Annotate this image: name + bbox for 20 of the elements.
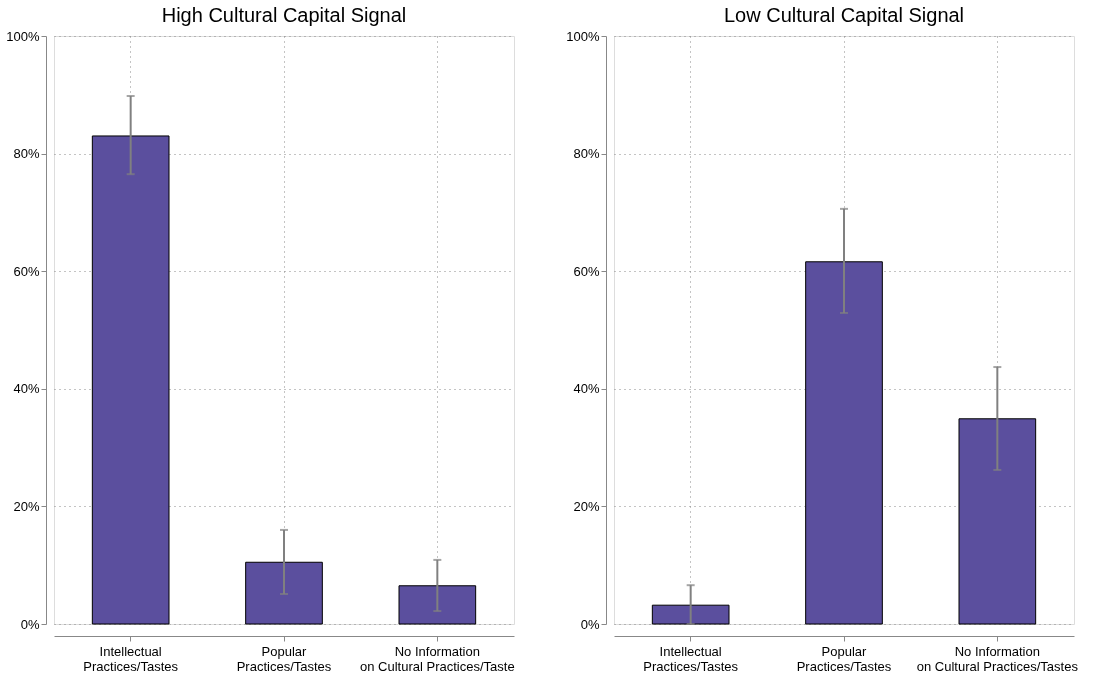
chart-title: High Cultural Capital Signal: [161, 4, 407, 26]
x-tick-label: Popular Practices/Tastes: [796, 643, 892, 674]
chart-title: Low Cultural Capital Signal: [723, 4, 965, 26]
y-tick-label: 60%: [13, 263, 40, 279]
y-tick-label: 40%: [573, 381, 600, 397]
y-tick-label: 20%: [573, 498, 600, 514]
y-tick-label: 0%: [580, 616, 600, 632]
x-tick-label: Intellectual Practices/Tastes: [643, 643, 739, 674]
x-tick-label: Popular Practices/Tastes: [236, 643, 332, 674]
x-tick-label: No Information on Cultural Practices/Tastes: [916, 643, 1079, 674]
y-tick-label: 60%: [573, 263, 600, 279]
y-tick-label: 20%: [13, 498, 40, 514]
x-tick-label: No Information on Cultural Practices/Taste: [360, 643, 515, 674]
y-tick-label: 100%: [6, 28, 40, 44]
y-tick-label: 40%: [13, 381, 40, 397]
y-tick-label: 80%: [573, 146, 600, 162]
y-tick-label: 0%: [20, 616, 40, 632]
y-tick-label: 100%: [566, 28, 600, 44]
y-tick-label: 80%: [13, 146, 40, 162]
x-tick-label: Intellectual Practices/Tastes: [83, 643, 179, 674]
